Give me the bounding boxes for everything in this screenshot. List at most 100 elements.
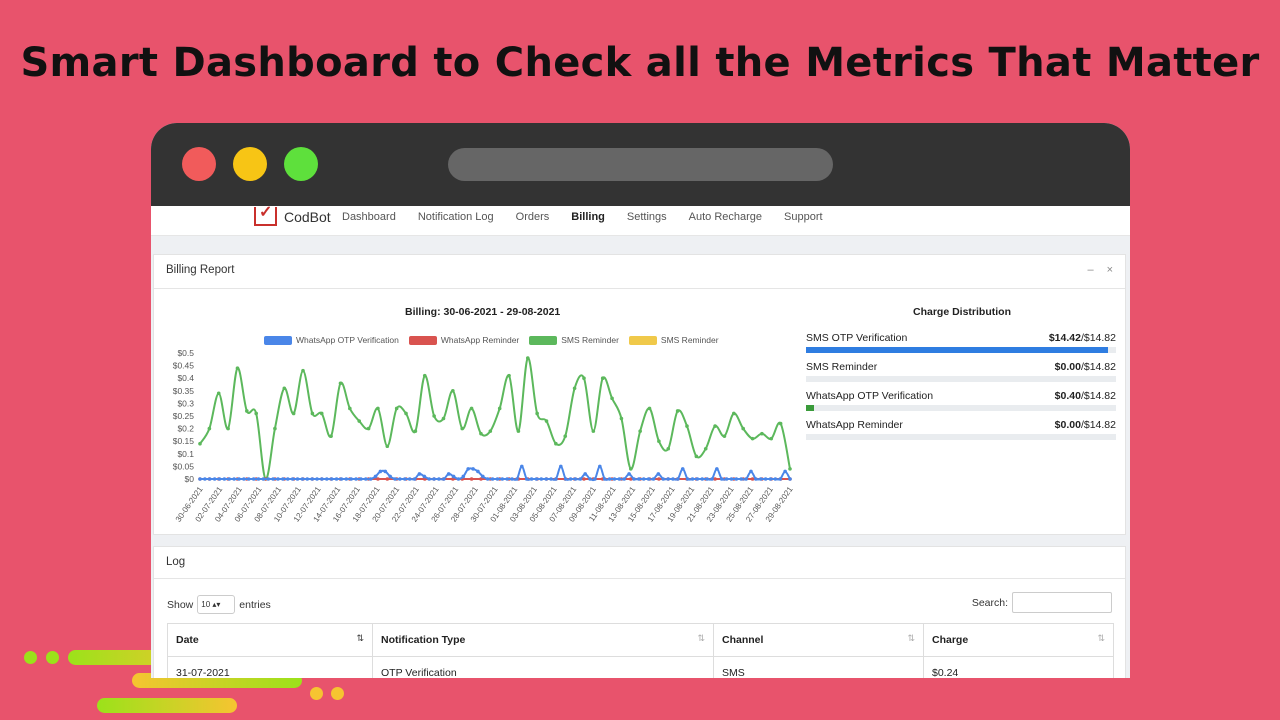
data-point <box>485 477 490 481</box>
nav-item-settings[interactable]: Settings <box>626 211 667 223</box>
column-header-date[interactable]: Date ⇅ <box>167 623 373 657</box>
data-point <box>783 469 787 474</box>
data-point <box>212 477 217 481</box>
legend-item[interactable]: SMS Reminder <box>529 335 619 346</box>
data-point <box>750 477 755 481</box>
nav-item-billing[interactable]: Billing <box>571 211 605 223</box>
data-point <box>582 376 586 380</box>
data-point <box>481 474 485 479</box>
close-window-button[interactable] <box>182 147 216 181</box>
data-point <box>520 464 524 469</box>
data-point <box>446 472 451 476</box>
sort-icon[interactable]: ⇅ <box>1097 633 1105 643</box>
data-point <box>290 477 295 481</box>
distribution-row: WhatsApp OTP Verification $0.40/$14.82 <box>806 390 1116 411</box>
data-point <box>710 477 714 481</box>
series-line <box>199 357 791 481</box>
data-point <box>661 477 666 481</box>
distribution-row: SMS Reminder $0.00/$14.82 <box>806 361 1116 382</box>
data-point <box>261 477 266 481</box>
nav-item-support[interactable]: Support <box>784 211 823 223</box>
column-header-channel[interactable]: Channel ⇅ <box>713 623 924 657</box>
data-point <box>627 472 631 476</box>
sort-icon[interactable]: ⇅ <box>697 633 705 643</box>
data-point <box>598 464 602 469</box>
data-point <box>339 477 344 481</box>
data-point <box>207 477 212 481</box>
data-point <box>680 467 685 471</box>
data-point <box>271 477 275 481</box>
data-point <box>378 469 383 474</box>
data-point <box>750 436 755 441</box>
data-point <box>769 436 774 441</box>
nav-menu: Dashboard Notification Log Orders Billin… <box>342 211 823 223</box>
data-point <box>282 386 287 391</box>
data-point <box>713 477 717 481</box>
column-header-notification-type[interactable]: Notification Type ⇅ <box>372 623 714 657</box>
data-point <box>291 411 296 416</box>
data-point <box>516 429 521 433</box>
sort-icon[interactable]: ⇅ <box>907 633 915 643</box>
nav-item-dashboard[interactable]: Dashboard <box>342 211 396 223</box>
data-point <box>637 477 641 481</box>
data-point <box>651 477 656 481</box>
data-point <box>617 477 622 481</box>
data-point <box>641 477 646 481</box>
minimize-icon[interactable]: – <box>1087 264 1094 276</box>
maximize-window-button[interactable] <box>284 147 318 181</box>
data-point <box>632 477 636 481</box>
data-point <box>539 477 544 481</box>
sort-icon[interactable]: ⇅ <box>356 633 364 643</box>
y-tick-label: $0.45 <box>173 361 195 371</box>
data-point <box>719 477 724 481</box>
data-point <box>739 477 744 481</box>
data-point <box>469 477 474 481</box>
data-point <box>729 477 734 481</box>
nav-item-notification-log[interactable]: Notification Log <box>417 211 494 223</box>
data-point <box>310 477 314 481</box>
legend-item[interactable]: SMS Reminder <box>628 335 719 346</box>
address-bar[interactable] <box>448 148 833 181</box>
decorative-dot <box>310 687 323 700</box>
legend-item[interactable]: WhatsApp OTP Verification <box>264 335 399 346</box>
data-point <box>417 472 422 476</box>
cell-charge: $0.24 <box>923 656 1114 678</box>
data-point <box>324 477 329 481</box>
data-point <box>666 446 671 451</box>
data-point <box>348 406 352 411</box>
data-point <box>619 416 624 421</box>
billing-report-header: Billing Report – × <box>154 255 1125 289</box>
distribution-amount: $0.40 <box>1054 390 1081 402</box>
data-point <box>216 391 221 396</box>
nav-item-orders[interactable]: Orders <box>515 211 550 223</box>
nav-item-auto-recharge[interactable]: Auto Recharge <box>688 211 763 223</box>
data-point <box>554 441 558 446</box>
close-icon[interactable]: × <box>1106 264 1113 276</box>
table-row[interactable]: 31-07-2021 OTP Verification SMS $0.24 <box>167 656 1114 678</box>
data-point <box>700 477 705 481</box>
log-header: Log <box>154 547 1125 579</box>
data-point <box>359 477 363 481</box>
search-label: Search: <box>971 596 1008 609</box>
data-point <box>788 477 792 481</box>
minimize-window-button[interactable] <box>233 147 267 181</box>
data-point <box>207 426 212 431</box>
distribution-label: SMS Reminder <box>806 361 878 373</box>
brand-name[interactable]: CodBot <box>284 209 331 225</box>
data-point <box>722 434 727 438</box>
y-tick-label: $0.1 <box>177 449 194 459</box>
entries-select[interactable]: 10 ▴▾ <box>197 595 236 614</box>
data-point <box>734 477 739 481</box>
search-input[interactable] <box>1012 592 1112 613</box>
entries-label: entries <box>239 598 271 611</box>
data-point <box>456 477 461 481</box>
data-point <box>583 472 588 476</box>
data-point <box>334 477 339 481</box>
data-point <box>685 477 690 481</box>
data-point <box>573 477 578 481</box>
chart-legend: WhatsApp OTP Verification WhatsApp Remin… <box>264 335 723 346</box>
column-header-charge[interactable]: Charge ⇅ <box>923 623 1114 657</box>
legend-item[interactable]: WhatsApp Reminder <box>408 335 519 346</box>
data-point <box>768 477 773 481</box>
data-point <box>760 431 764 436</box>
